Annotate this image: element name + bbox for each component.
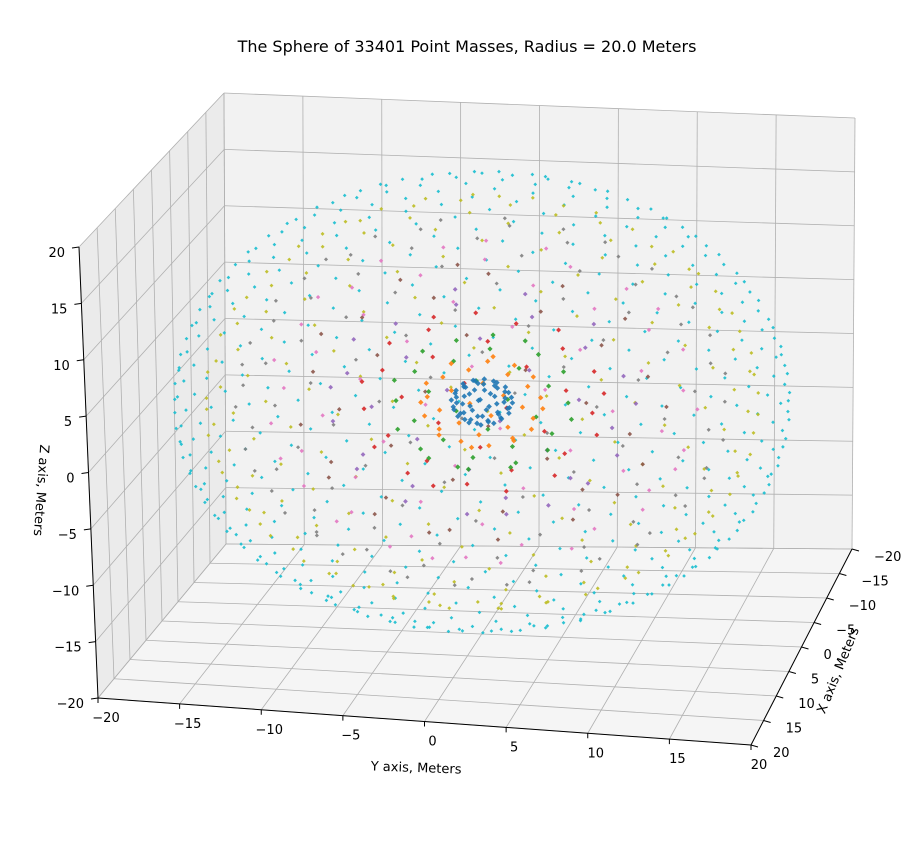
z-tick-mark — [91, 698, 98, 699]
z-axis-label: Z axis, Meters — [30, 444, 51, 537]
y-tick-label: 10 — [587, 746, 604, 761]
z-tick-label: 10 — [53, 359, 70, 374]
x-tick-mark — [751, 745, 758, 747]
x-tick-label: −20 — [874, 550, 901, 565]
y-tick-label: 20 — [751, 758, 768, 773]
x-tick-mark — [839, 574, 846, 576]
x-tick-label: 5 — [811, 673, 819, 688]
y-tick-label: −15 — [174, 717, 201, 732]
x-tick-mark — [802, 647, 809, 649]
x-axis-label: X axis, Meters — [815, 625, 863, 716]
z-tick-mark — [84, 529, 91, 530]
x-tick-label: −10 — [849, 599, 876, 614]
y-tick-label: −10 — [256, 723, 283, 738]
x-tick-mark — [852, 549, 859, 551]
x-tick-mark — [764, 721, 771, 723]
x-tick-label: 15 — [786, 722, 803, 737]
z-tick-mark — [89, 642, 96, 643]
z-tick-label: 0 — [66, 472, 74, 487]
x-tick-label: 20 — [773, 746, 790, 761]
x-tick-mark — [827, 598, 834, 600]
x-tick-label: 0 — [824, 648, 832, 663]
chart-title: The Sphere of 33401 Point Masses, Radius… — [237, 37, 697, 56]
z-tick-mark — [82, 473, 89, 474]
z-tick-mark — [74, 303, 81, 304]
x-tick-label: 10 — [798, 697, 815, 712]
z-tick-label: −15 — [54, 641, 81, 656]
z-tick-label: 5 — [64, 415, 72, 430]
y-tick-label: 5 — [510, 740, 518, 755]
x-tick-mark — [789, 672, 796, 674]
z-tick-mark — [86, 585, 93, 586]
z-tick-label: −10 — [52, 584, 79, 599]
y-tick-label: −5 — [341, 729, 360, 744]
z-tick-label: −5 — [58, 528, 77, 543]
z-tick-label: 20 — [48, 246, 65, 261]
z-tick-label: 15 — [51, 302, 68, 317]
y-axis-label: Y axis, Meters — [369, 759, 462, 777]
x-tick-mark — [776, 696, 783, 698]
z-tick-mark — [79, 416, 86, 417]
y-tick-label: 15 — [669, 752, 686, 767]
y-tick-label: −20 — [92, 711, 119, 726]
y-tick-label: 0 — [428, 735, 436, 750]
x-tick-label: −15 — [861, 575, 888, 590]
x-tick-mark — [814, 623, 821, 625]
z-tick-mark — [72, 247, 79, 248]
z-tick-mark — [77, 360, 84, 361]
z-tick-label: −20 — [57, 697, 84, 712]
